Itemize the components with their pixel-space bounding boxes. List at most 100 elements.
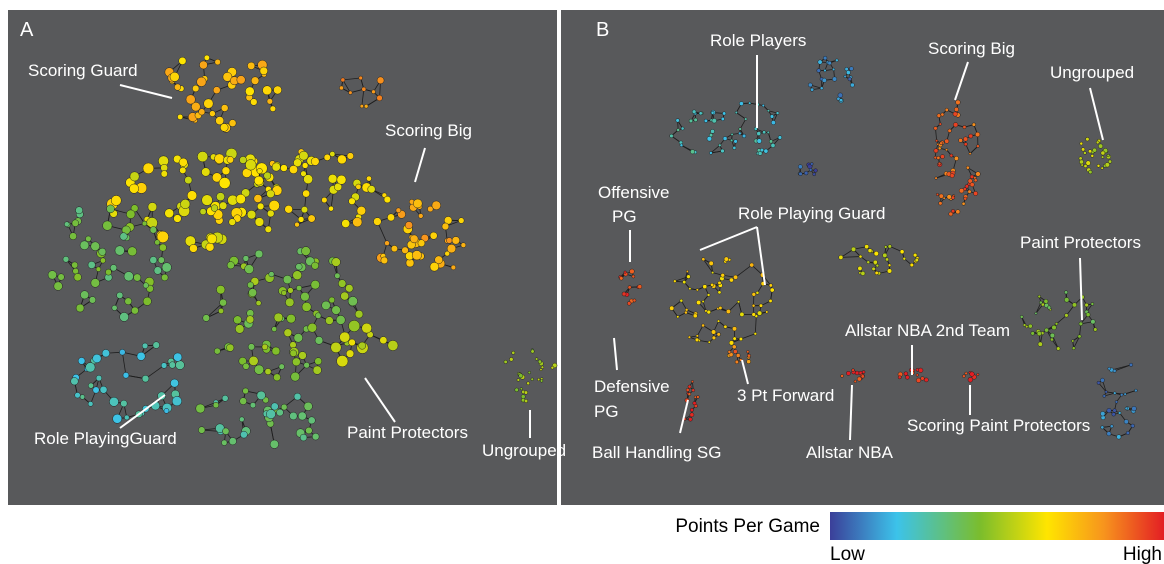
node (964, 371, 968, 376)
node (127, 246, 138, 257)
edge (1114, 392, 1126, 395)
node (312, 432, 320, 441)
node (321, 300, 331, 310)
node (441, 222, 450, 231)
node (720, 273, 725, 278)
node (285, 297, 295, 307)
node (734, 111, 738, 115)
node (88, 296, 97, 304)
node (1107, 366, 1111, 371)
node (290, 371, 300, 382)
node (340, 77, 346, 83)
node (203, 54, 210, 61)
node (71, 219, 80, 227)
node (768, 298, 773, 303)
node (289, 165, 298, 175)
node (718, 305, 723, 310)
node (973, 191, 979, 196)
node (753, 332, 757, 336)
node (813, 168, 818, 173)
node (314, 312, 322, 319)
node (444, 250, 450, 257)
node (62, 256, 70, 263)
node (524, 398, 529, 403)
node (338, 279, 347, 288)
node (958, 188, 965, 194)
annotation-label: 3 Pt Forward (737, 386, 834, 405)
node (160, 362, 168, 369)
node (348, 197, 356, 205)
node (209, 110, 216, 117)
node (733, 274, 739, 280)
node (688, 287, 692, 291)
node (191, 101, 201, 112)
node (846, 371, 851, 376)
node (832, 76, 838, 82)
colorbar-title: Points Per Game (675, 516, 820, 537)
node (300, 170, 307, 177)
node (242, 387, 249, 395)
node (766, 109, 770, 113)
colorbar-low: Low (830, 544, 865, 564)
node (860, 374, 865, 379)
node (201, 194, 213, 206)
annotation-label: Scoring Big (928, 39, 1015, 58)
node (775, 111, 780, 115)
node (731, 344, 737, 350)
node (942, 196, 946, 200)
node (1124, 406, 1129, 411)
node (702, 284, 708, 289)
node (418, 213, 424, 219)
node (940, 112, 945, 117)
node (728, 340, 735, 346)
node (281, 290, 287, 296)
node (239, 416, 245, 423)
node (1081, 147, 1086, 152)
node (226, 156, 234, 164)
node (248, 355, 259, 366)
node (945, 148, 949, 152)
node (352, 217, 363, 228)
node (540, 365, 545, 369)
node (631, 274, 636, 279)
node (518, 373, 524, 379)
node (810, 162, 814, 166)
node (739, 311, 745, 317)
node (429, 262, 440, 272)
node (259, 66, 268, 76)
node (698, 111, 703, 116)
edge (121, 352, 127, 376)
node (216, 285, 226, 295)
node (161, 262, 172, 273)
annotation-label: Defensive (594, 377, 670, 396)
node (695, 288, 699, 292)
node (180, 199, 191, 209)
node (679, 143, 684, 148)
node (266, 409, 276, 419)
edge (735, 264, 752, 278)
annotation-pointer (414, 147, 426, 183)
node (703, 118, 708, 123)
node (680, 126, 685, 131)
node (311, 261, 319, 270)
node (822, 55, 828, 61)
node (280, 403, 288, 411)
node (711, 271, 715, 275)
node (717, 319, 721, 323)
node (329, 151, 336, 157)
node (450, 264, 457, 271)
node (364, 104, 369, 109)
node (949, 153, 954, 158)
node (873, 251, 879, 257)
node (361, 322, 372, 334)
node (1107, 159, 1113, 164)
node (218, 308, 225, 314)
node (679, 298, 684, 303)
node (228, 437, 237, 446)
node (812, 172, 816, 177)
node (142, 282, 149, 289)
node (85, 362, 96, 373)
node (944, 138, 950, 144)
node (1043, 298, 1049, 304)
